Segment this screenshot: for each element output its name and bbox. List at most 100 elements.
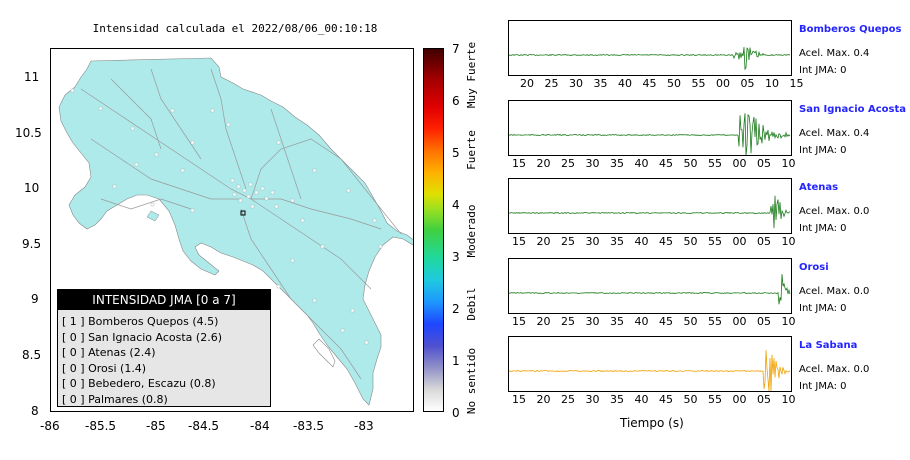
time-tick: 15 bbox=[512, 315, 526, 328]
time-tick: 50 bbox=[683, 315, 698, 328]
colorbar-number: 3 bbox=[452, 250, 460, 264]
map-title: Intensidad calculada el 2022/08/06_00:10… bbox=[92, 22, 378, 35]
time-tick: 30 bbox=[585, 315, 600, 328]
waveform bbox=[508, 47, 791, 71]
time-tick: 55 bbox=[708, 235, 722, 248]
waveform-trace bbox=[508, 350, 791, 392]
time-tick: 30 bbox=[585, 235, 600, 248]
max-acceleration: Acel. Max. 0.4 bbox=[799, 128, 870, 139]
station-name: San Ignacio Acosta bbox=[799, 104, 907, 115]
time-tick: 35 bbox=[610, 157, 624, 170]
station-name: Atenas bbox=[799, 182, 839, 193]
map-y-tick: 10.5 bbox=[15, 126, 42, 140]
max-acceleration: Acel. Max. 0.0 bbox=[799, 286, 870, 297]
time-tick: 25 bbox=[561, 157, 575, 170]
legend-row: [ 0 ] Atenas (2.4) bbox=[62, 346, 156, 359]
intensity-colorbar bbox=[423, 48, 444, 412]
time-tick: 35 bbox=[610, 315, 624, 328]
time-axis-label: Tiempo (s) bbox=[620, 416, 684, 430]
time-tick: 05 bbox=[757, 393, 771, 406]
legend-row: [ 0 ] San Ignacio Acosta (2.6) bbox=[62, 330, 222, 344]
osa-gulf-water bbox=[312, 338, 336, 368]
legend-row: [ 0 ] Orosi (1.4) bbox=[62, 361, 147, 375]
legend-row: [ 0 ] Bebedero, Escazu (0.8) bbox=[62, 377, 216, 390]
waveform bbox=[508, 274, 791, 305]
time-tick: 00 bbox=[732, 235, 747, 248]
map-x-tick: -84.5 bbox=[188, 419, 220, 433]
time-tick: 10 bbox=[781, 393, 796, 406]
station-name: Orosi bbox=[799, 262, 829, 273]
time-tick: 10 bbox=[765, 77, 779, 90]
seismogram-panel[interactable] bbox=[508, 100, 792, 157]
time-tick: 05 bbox=[757, 315, 771, 328]
time-tick: 20 bbox=[520, 77, 534, 90]
seismogram-panel[interactable] bbox=[508, 336, 792, 392]
colorbar-number: 0 bbox=[452, 406, 460, 420]
colorbar-number: 7 bbox=[452, 42, 460, 56]
time-tick: 55 bbox=[708, 157, 722, 170]
time-tick: 10 bbox=[781, 157, 796, 170]
legend-row: [ 1 ] Bomberos Quepos (4.5) bbox=[62, 315, 219, 328]
map-x-tick: -84 bbox=[250, 419, 270, 433]
time-tick: 00 bbox=[732, 393, 747, 406]
colorbar-number: 5 bbox=[452, 146, 460, 160]
max-acceleration: Acel. Max. 0.0 bbox=[799, 364, 870, 375]
time-tick: 35 bbox=[610, 235, 624, 248]
time-tick: 20 bbox=[536, 315, 551, 328]
waveform-trace bbox=[508, 274, 791, 305]
time-tick: 05 bbox=[757, 235, 771, 248]
time-tick: 05 bbox=[757, 157, 771, 170]
map-y-tick: 8.5 bbox=[22, 348, 42, 362]
colorbar-number: 2 bbox=[452, 302, 460, 316]
jma-intensity: Int JMA: 0 bbox=[799, 145, 847, 156]
waveform-trace bbox=[508, 195, 791, 229]
selected-station-marker[interactable] bbox=[240, 210, 246, 216]
max-acceleration: Acel. Max. 0.0 bbox=[799, 206, 870, 217]
time-tick: 55 bbox=[708, 393, 722, 406]
time-tick: 35 bbox=[610, 393, 624, 406]
waveform bbox=[508, 350, 791, 392]
time-tick: 25 bbox=[561, 393, 575, 406]
time-tick: 40 bbox=[634, 235, 649, 248]
time-tick: 30 bbox=[585, 393, 600, 406]
waveform-trace bbox=[508, 113, 791, 157]
time-tick: 40 bbox=[618, 77, 632, 90]
seismogram-panel[interactable] bbox=[508, 258, 792, 314]
colorbar-word: Muy Fuerte bbox=[465, 41, 478, 109]
time-tick: 15 bbox=[512, 393, 526, 406]
colorbar-number: 4 bbox=[452, 198, 460, 212]
seismogram-panel[interactable] bbox=[508, 178, 792, 234]
colorbar-word: Moderado bbox=[465, 204, 478, 258]
time-tick: 40 bbox=[634, 393, 649, 406]
intensity-legend: INTENSIDAD JMA [0 a 7] [ 1 ] Bomberos Qu… bbox=[57, 289, 271, 407]
time-tick: 35 bbox=[593, 77, 608, 90]
time-tick: 45 bbox=[659, 235, 673, 248]
time-tick: 25 bbox=[561, 235, 575, 248]
station-name: La Sabana bbox=[799, 340, 858, 351]
map-x-tick: -86 bbox=[40, 419, 60, 433]
jma-intensity: Int JMA: 0 bbox=[799, 381, 847, 392]
time-tick: 00 bbox=[732, 315, 747, 328]
seismogram-panel[interactable] bbox=[508, 20, 792, 76]
map-x-tick: -83 bbox=[354, 419, 374, 433]
map-x-tick: -83.5 bbox=[293, 419, 325, 433]
time-tick: 50 bbox=[683, 393, 698, 406]
jma-intensity: Int JMA: 0 bbox=[799, 223, 847, 234]
waveform bbox=[508, 113, 791, 157]
nicoya-gulf-island bbox=[146, 210, 160, 222]
legend-row: [ 0 ] Palmares (0.8) bbox=[62, 392, 168, 406]
map-x-tick: -85 bbox=[146, 419, 166, 433]
time-tick: 00 bbox=[732, 157, 747, 170]
map-y-tick: 11 bbox=[24, 70, 40, 84]
time-tick: 45 bbox=[659, 157, 673, 170]
waveform bbox=[508, 195, 791, 229]
station-dots bbox=[70, 88, 383, 345]
time-tick: 20 bbox=[536, 235, 551, 248]
time-tick: 45 bbox=[659, 393, 673, 406]
time-tick: 15 bbox=[512, 235, 526, 248]
time-tick: 50 bbox=[667, 77, 681, 90]
time-tick: 25 bbox=[544, 77, 559, 90]
time-tick: 45 bbox=[642, 77, 657, 90]
map-y-tick: 8 bbox=[31, 404, 39, 418]
time-tick: 05 bbox=[740, 77, 755, 90]
